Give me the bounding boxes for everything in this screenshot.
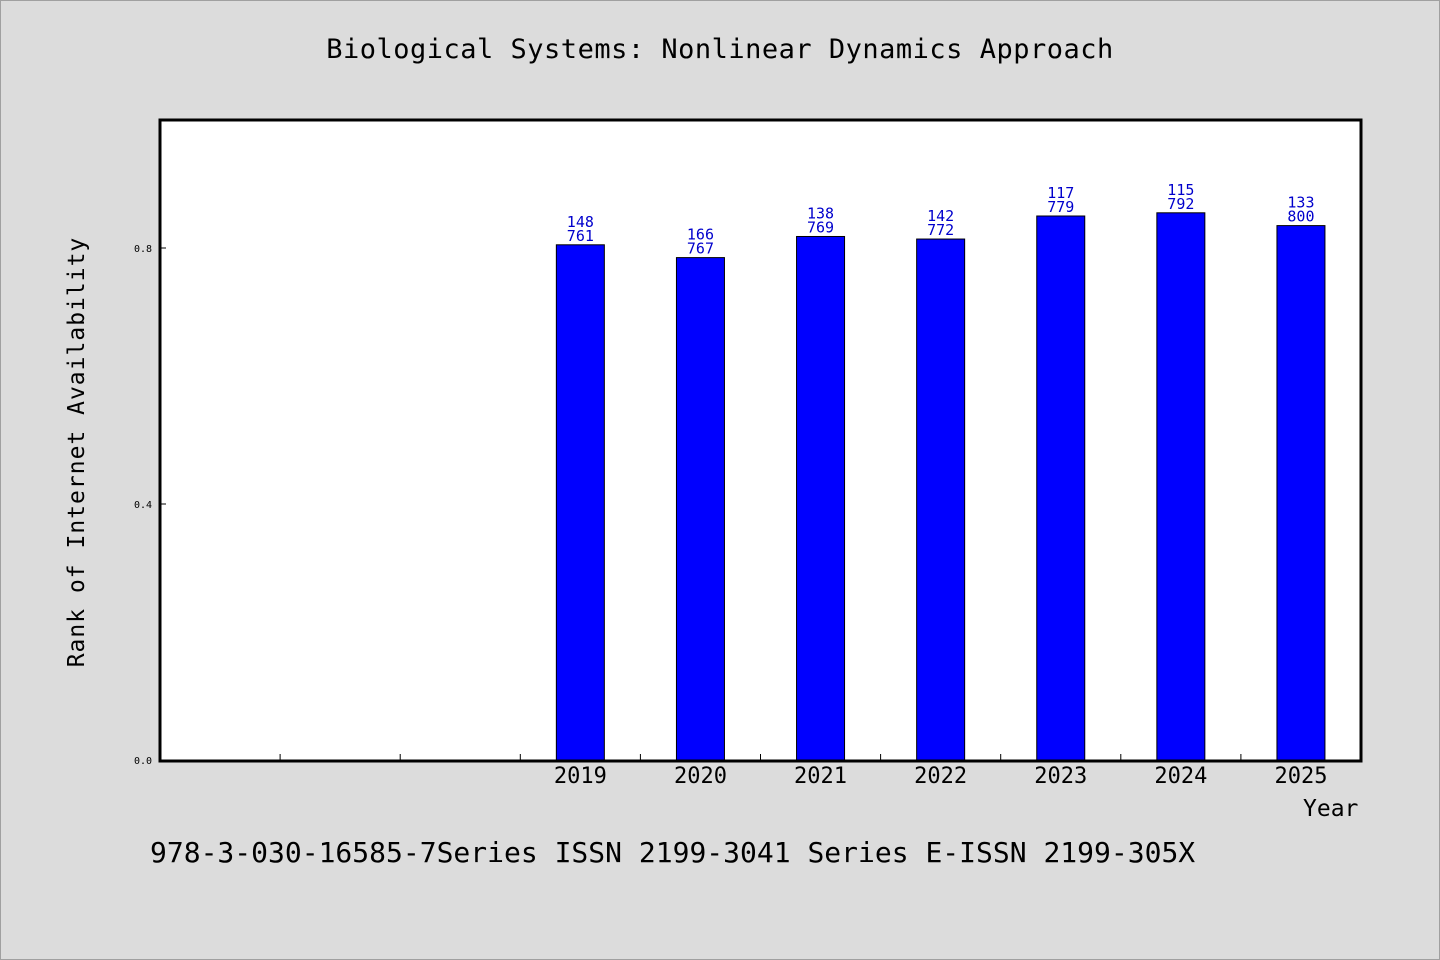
y-tick-label: 0.8 — [134, 244, 152, 255]
bars-layer — [555, 212, 1326, 761]
bar-value-label: 800 — [1287, 208, 1314, 226]
x-tick-label: 2025 — [1274, 764, 1327, 789]
x-tick-label: 2022 — [914, 764, 967, 789]
bar — [1156, 212, 1206, 761]
bar-value-label: 767 — [687, 240, 714, 258]
bar — [675, 257, 725, 761]
bar-value-label: 792 — [1167, 195, 1194, 213]
bar-value-label: 761 — [567, 227, 594, 245]
footer-text: 978-3-030-16585-7Series ISSN 2199-3041 S… — [150, 836, 1196, 869]
x-tick-label: 2024 — [1154, 764, 1207, 789]
bar-value-label: 117 — [1047, 184, 1074, 202]
x-axis: 2019 2020 2021 2022 2023 2024 2025 — [279, 754, 1327, 789]
x-tick-label: 2021 — [794, 764, 847, 789]
bar — [1036, 215, 1086, 761]
bar-value-label: 115 — [1167, 181, 1194, 199]
bar — [555, 244, 605, 761]
chart-title: Biological Systems: Nonlinear Dynamics A… — [326, 34, 1114, 65]
x-tick-label: 2023 — [1034, 764, 1087, 789]
bar — [916, 238, 966, 761]
y-axis-label: Rank of Internet Availability — [64, 236, 90, 668]
bar — [1276, 225, 1326, 761]
y-tick-label: 0.0 — [134, 756, 152, 767]
x-tick-label: 2020 — [674, 764, 727, 789]
bar-value-label: 148 — [567, 213, 594, 231]
plot-border — [158, 118, 1363, 763]
bar-value-label: 142 — [927, 207, 954, 225]
bar-value-label: 769 — [807, 218, 834, 236]
bar-value-label: 779 — [1047, 198, 1074, 216]
bar-value-label: 138 — [807, 204, 834, 222]
bar-value-label: 133 — [1287, 194, 1314, 212]
x-axis-label: Year — [1303, 796, 1359, 822]
x-tick-label: 2019 — [554, 764, 607, 789]
bar-value-label: 166 — [687, 226, 714, 244]
y-tick-label: 0.4 — [134, 500, 152, 511]
bar — [796, 235, 846, 761]
bar-value-label: 772 — [927, 221, 954, 239]
